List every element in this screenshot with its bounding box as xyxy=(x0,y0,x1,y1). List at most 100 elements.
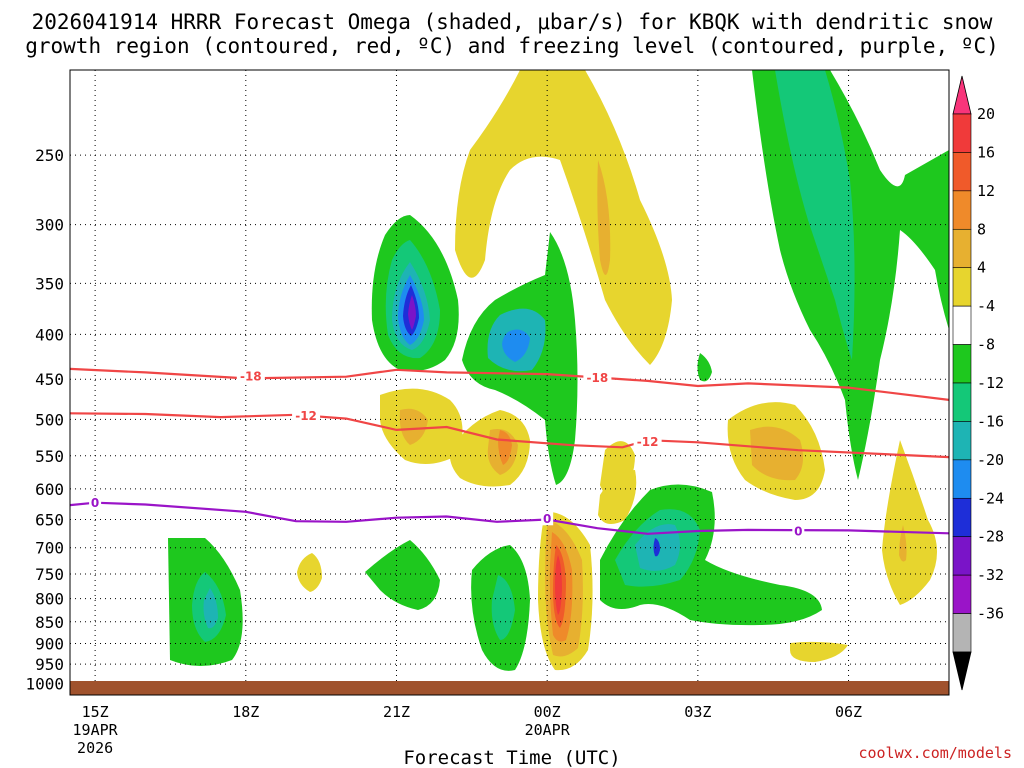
colorbar-top-triangle xyxy=(952,75,972,115)
contour-freezing xyxy=(70,501,949,535)
grid xyxy=(70,70,949,695)
omega-lower-19z xyxy=(297,553,322,592)
x-axis-label: Forecast Time (UTC) xyxy=(403,747,620,768)
colorbar-segment xyxy=(952,574,972,614)
omega-subsidence-core xyxy=(775,70,855,360)
omega-lower-05z xyxy=(790,641,848,662)
colorbar-label: -8 xyxy=(977,336,995,354)
x-tick-date: 20APR xyxy=(525,721,571,739)
colorbar-label: 8 xyxy=(977,220,986,238)
y-tick-label: 500 xyxy=(35,410,64,429)
colorbar-label: -20 xyxy=(977,451,1004,469)
colorbar-bottom-triangle xyxy=(952,651,972,691)
x-tick-label: 00Z xyxy=(534,703,561,721)
omega-shading xyxy=(168,70,949,671)
colorbar-label: 12 xyxy=(977,182,995,200)
colorbar-segment xyxy=(952,421,972,461)
colorbar-segment xyxy=(952,459,972,499)
colorbar-label: -16 xyxy=(977,412,1004,430)
colorbar-segment xyxy=(952,613,972,653)
contour-label: -12 xyxy=(637,435,659,449)
x-tick-label: 06Z xyxy=(835,703,862,721)
y-axis-ticks: 250 300 350 400 450 500 550 600 650 700 750 800 850 9… xyxy=(25,146,64,694)
y-tick-label: 450 xyxy=(35,370,64,389)
colorbar-label: -32 xyxy=(977,566,1004,584)
contour-label: 0 xyxy=(543,512,551,526)
y-tick-label: 550 xyxy=(35,447,64,466)
x-tick-label: 18Z xyxy=(232,703,259,721)
omega-band-21z-core xyxy=(399,408,428,445)
omega-band-07z xyxy=(882,440,938,605)
colorbar-segment xyxy=(952,267,972,307)
y-tick-label: 750 xyxy=(35,565,64,584)
colorbar-segment xyxy=(952,382,972,422)
plot-frame xyxy=(69,69,950,696)
colorbar-segment xyxy=(952,113,972,153)
contour-label-bg xyxy=(583,370,612,385)
x-tick-label: 03Z xyxy=(684,703,711,721)
y-tick-label: 850 xyxy=(35,613,64,632)
omega-lower-02z-peak xyxy=(653,538,660,557)
contour-label: -12 xyxy=(295,409,317,423)
contour-label: 0 xyxy=(794,525,802,539)
omega-cell-23z-core xyxy=(502,329,530,362)
contour-label: -18 xyxy=(587,371,609,385)
omega-band-05z-core xyxy=(750,426,804,481)
contour-label-bg xyxy=(541,511,554,526)
colorbar-label: -4 xyxy=(977,297,995,315)
omega-upward-core xyxy=(597,160,611,275)
contour-dgz_cold xyxy=(70,367,949,401)
colorbar-label: -28 xyxy=(977,528,1004,546)
y-tick-label: 300 xyxy=(35,216,64,235)
y-tick-label: 1000 xyxy=(25,675,64,694)
colorbar-label: 20 xyxy=(977,105,995,123)
colorbar-segment xyxy=(952,190,972,230)
omega-lower-01z xyxy=(598,470,637,524)
colorbar-label: 4 xyxy=(977,259,986,277)
colorbar-label: -24 xyxy=(977,489,1004,507)
chart-title-line2: growth region (contoured, red, ºC) and f… xyxy=(25,34,999,58)
omega-lower-16z-peak xyxy=(203,588,218,629)
x-tick-year: 2026 xyxy=(77,739,113,757)
omega-cell-21z-max xyxy=(408,295,416,330)
colorbar-segment xyxy=(952,536,972,576)
contour-label-bg xyxy=(633,434,662,449)
credit-text: coolwx.com/models xyxy=(858,744,1012,762)
contour-label-bg xyxy=(292,408,321,423)
omega-band-07z-core xyxy=(899,525,907,562)
y-tick-label: 900 xyxy=(35,635,64,654)
omega-upward-region xyxy=(455,70,672,365)
colorbar-segment xyxy=(952,305,972,345)
colorbar-label: -36 xyxy=(977,605,1004,623)
y-tick-label: 350 xyxy=(35,274,64,293)
omega-small-green-03z xyxy=(697,353,712,382)
y-tick-label: 650 xyxy=(35,510,64,529)
contour-label-bg xyxy=(89,495,102,510)
y-tick-label: 950 xyxy=(35,655,64,674)
y-tick-label: 600 xyxy=(35,480,64,499)
contour-lines: -18 -18 -12 -12 0 0 0 xyxy=(70,367,949,539)
omega-lower-2230z-core xyxy=(491,575,515,640)
y-tick-label: 800 xyxy=(35,590,64,609)
contour-label-bg xyxy=(236,368,265,383)
colorbar-segment xyxy=(952,152,972,192)
omega-lower-00z-max xyxy=(555,555,562,615)
omega-lower-21z xyxy=(365,540,440,610)
contour-dgz_warm xyxy=(70,412,949,459)
colorbar-segment xyxy=(952,497,972,538)
colorbar-segment xyxy=(952,228,972,269)
x-tick-label: 21Z xyxy=(383,703,410,721)
contour-label: -18 xyxy=(240,369,262,383)
colorbar-label: -12 xyxy=(977,374,1004,392)
colorbar-label: 16 xyxy=(977,143,995,161)
y-tick-label: 250 xyxy=(35,146,64,165)
contour-label: 0 xyxy=(91,496,99,510)
x-tick-date: 19APR xyxy=(73,721,119,739)
ground-strip xyxy=(70,681,949,695)
contour-label-bg xyxy=(792,524,805,539)
colorbar: 20 16 12 8 4 -4 -8 -12 -16 -20 -24 -28 -32 -36 xyxy=(952,75,1004,691)
colorbar-segment xyxy=(952,344,972,384)
x-tick-label: 15Z xyxy=(82,703,109,721)
